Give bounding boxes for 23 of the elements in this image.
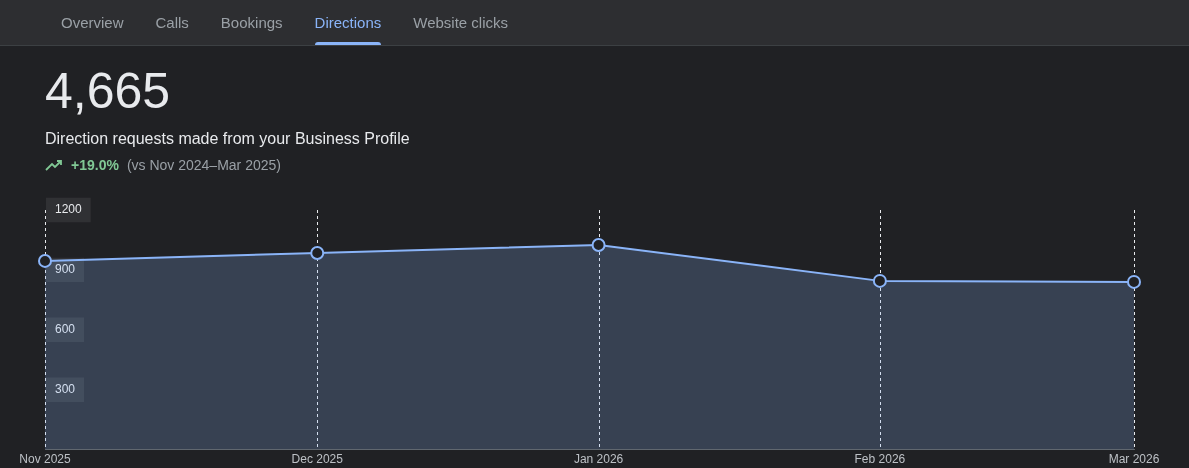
text: Bookings <box>220 13 283 33</box>
x-tick-label: Dec 2025 <box>291 452 344 467</box>
x-tick-label: Jan 2026 <box>573 452 624 467</box>
text: (vs Nov 2024–Mar 2025) <box>126 157 281 173</box>
point <box>310 245 325 260</box>
chart-subtitle: Direction requests made from your Business Profile <box>45 130 410 148</box>
text: Calls <box>155 13 189 33</box>
text: +19.0% <box>71 157 119 173</box>
point <box>591 237 606 252</box>
text: Website clicks <box>413 13 509 33</box>
text: Directions <box>314 13 382 33</box>
y-tick-label: 300 <box>55 382 76 397</box>
chart-title: 4,665 <box>45 62 171 120</box>
text: Overview <box>61 13 124 33</box>
x-tick-label: Feb 2026 <box>854 452 906 467</box>
point <box>38 253 52 268</box>
x-tick-label: Mar 2026 <box>1108 452 1160 467</box>
x-tick-label: Nov 2025 <box>19 452 72 467</box>
y-tick-label: 900 <box>55 262 76 277</box>
point <box>1127 274 1141 289</box>
point <box>872 273 887 288</box>
y-tick-label: 1200 <box>55 202 83 217</box>
y-tick-label: 600 <box>55 322 76 337</box>
